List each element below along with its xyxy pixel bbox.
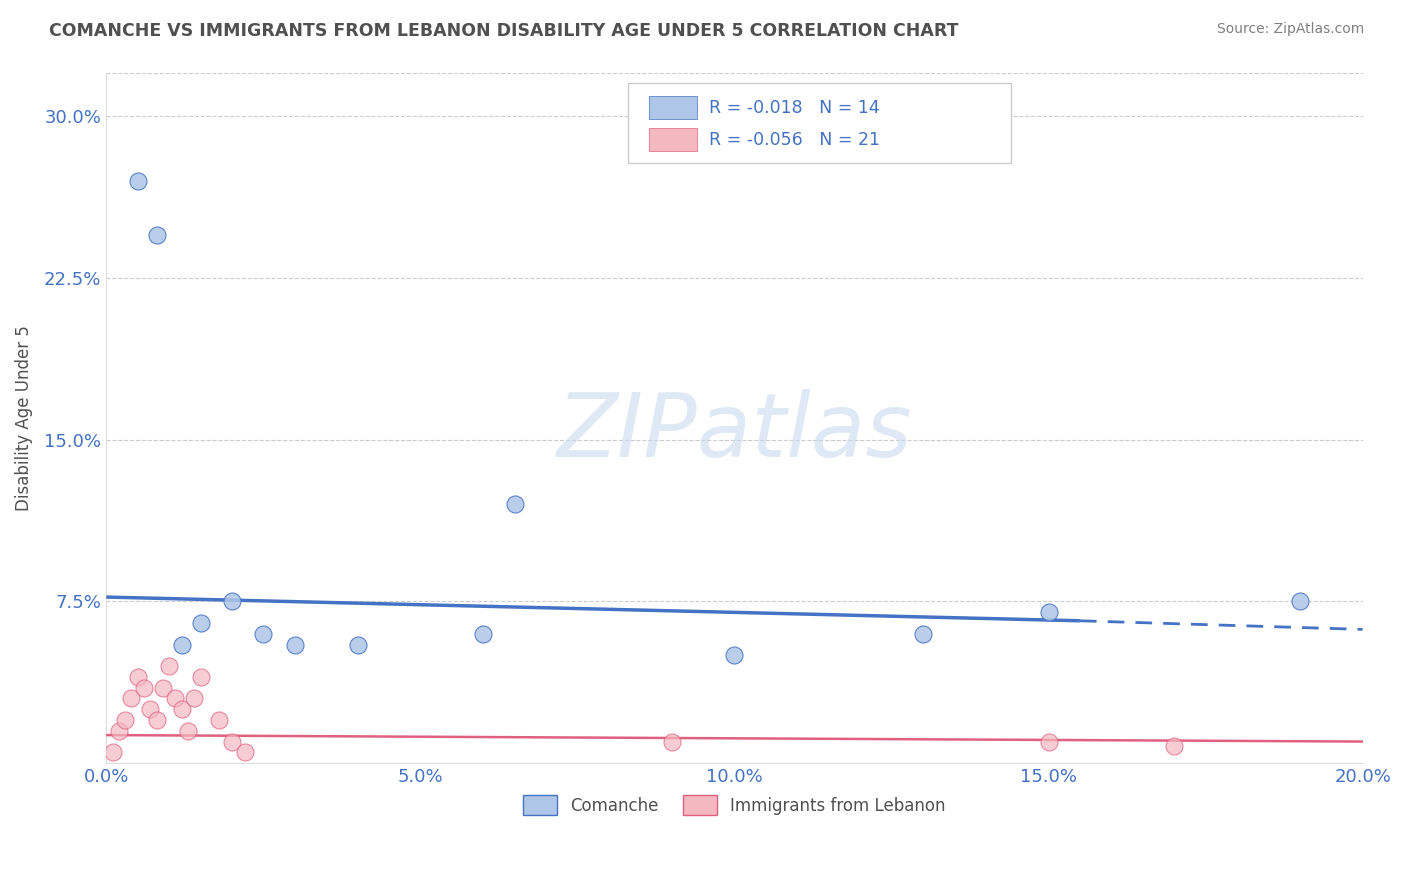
FancyBboxPatch shape bbox=[650, 128, 697, 151]
Point bbox=[170, 638, 193, 652]
Point bbox=[127, 670, 149, 684]
Point bbox=[1163, 739, 1185, 753]
Point bbox=[1038, 605, 1060, 619]
Point bbox=[221, 734, 243, 748]
Point bbox=[145, 227, 167, 242]
Text: R = -0.018   N = 14: R = -0.018 N = 14 bbox=[710, 99, 880, 117]
Point bbox=[911, 626, 934, 640]
Legend: Comanche, Immigrants from Lebanon: Comanche, Immigrants from Lebanon bbox=[515, 787, 953, 824]
Point bbox=[157, 659, 180, 673]
Point bbox=[177, 723, 200, 738]
Point bbox=[661, 734, 683, 748]
Point bbox=[101, 745, 124, 759]
Point bbox=[114, 713, 136, 727]
Point bbox=[472, 626, 495, 640]
Point bbox=[152, 681, 174, 695]
Text: R = -0.056   N = 21: R = -0.056 N = 21 bbox=[710, 131, 880, 149]
Text: COMANCHE VS IMMIGRANTS FROM LEBANON DISABILITY AGE UNDER 5 CORRELATION CHART: COMANCHE VS IMMIGRANTS FROM LEBANON DISA… bbox=[49, 22, 959, 40]
Point bbox=[284, 638, 307, 652]
Point bbox=[165, 691, 187, 706]
Y-axis label: Disability Age Under 5: Disability Age Under 5 bbox=[15, 325, 32, 511]
Point bbox=[145, 713, 167, 727]
FancyBboxPatch shape bbox=[650, 96, 697, 120]
Point bbox=[1288, 594, 1310, 608]
Point bbox=[208, 713, 231, 727]
Point bbox=[221, 594, 243, 608]
Point bbox=[132, 681, 155, 695]
Point bbox=[723, 648, 745, 663]
Point bbox=[127, 174, 149, 188]
Point bbox=[252, 626, 274, 640]
Point bbox=[233, 745, 256, 759]
Point bbox=[183, 691, 205, 706]
Point bbox=[121, 691, 143, 706]
Point bbox=[190, 670, 212, 684]
Point bbox=[190, 615, 212, 630]
Point bbox=[108, 723, 131, 738]
Text: ZIPatlas: ZIPatlas bbox=[557, 389, 912, 475]
Point bbox=[503, 497, 526, 511]
Point bbox=[346, 638, 368, 652]
Point bbox=[139, 702, 162, 716]
Point bbox=[1038, 734, 1060, 748]
Text: Source: ZipAtlas.com: Source: ZipAtlas.com bbox=[1216, 22, 1364, 37]
Point bbox=[170, 702, 193, 716]
FancyBboxPatch shape bbox=[627, 83, 1011, 162]
